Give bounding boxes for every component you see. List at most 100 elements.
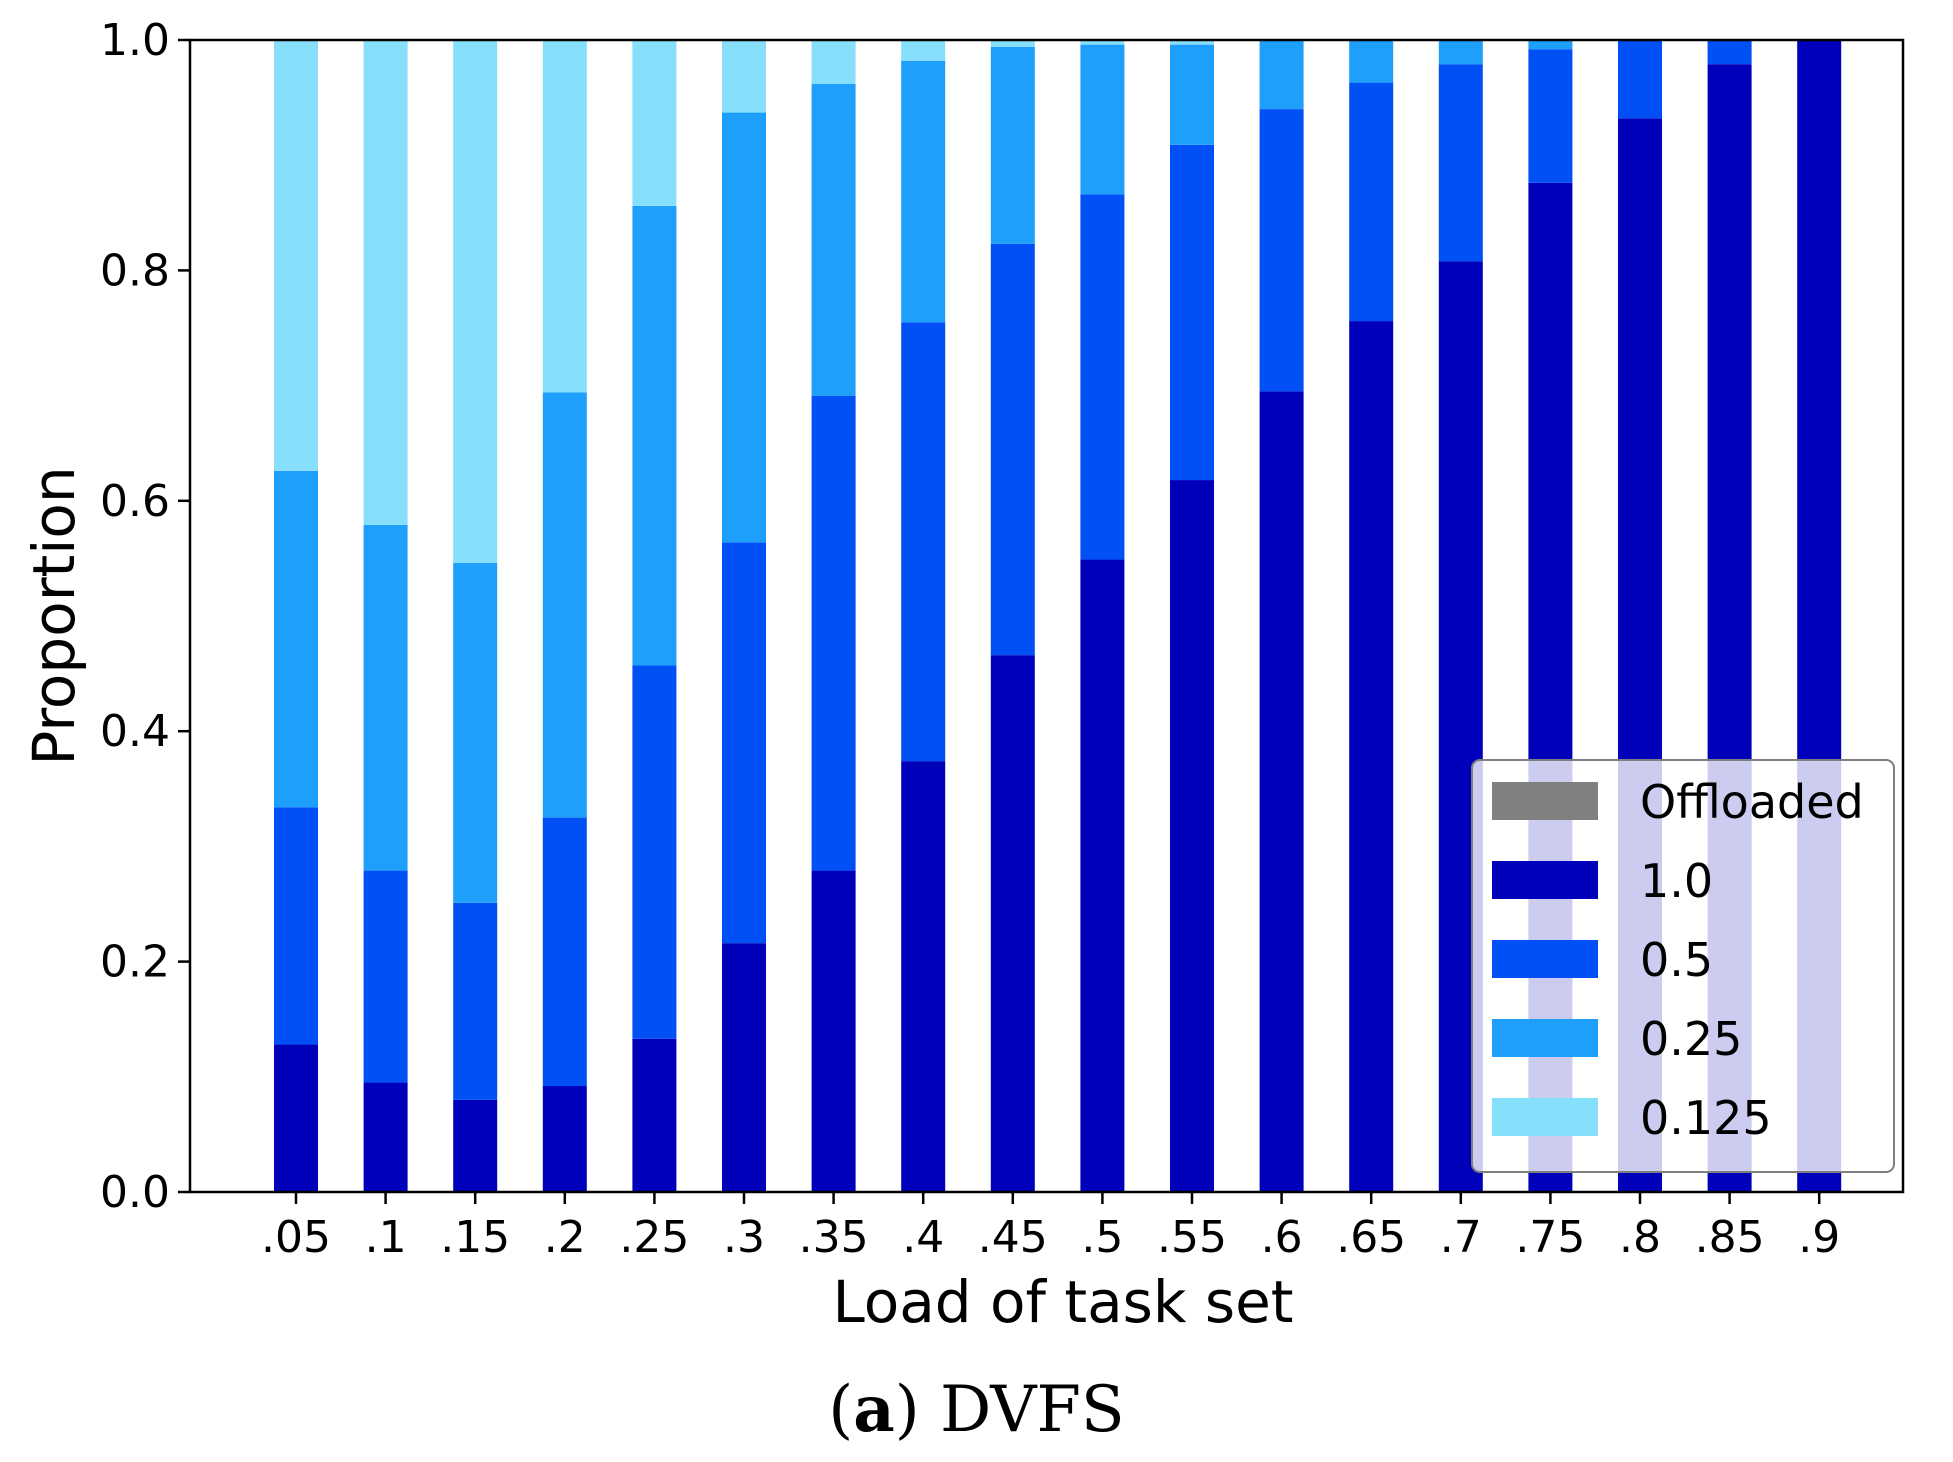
caption-text: DVFS xyxy=(919,1373,1125,1447)
bar-segment-0.25-.15 xyxy=(453,563,498,903)
bar-segment-0.5-.75 xyxy=(1528,49,1573,183)
y-tick-label: 0.2 xyxy=(100,937,170,988)
x-tick-label: .1 xyxy=(365,1212,407,1263)
bar-segment-0.25-.6 xyxy=(1259,40,1304,110)
bar-segment-0.125-.1 xyxy=(363,40,408,525)
x-tick-label: .4 xyxy=(902,1212,944,1263)
bar-segment-0.5-.2 xyxy=(542,817,587,1087)
y-axis: 0.0 0.2 0.4 0.6 0.8 1.0 xyxy=(100,15,190,1218)
y-tick-label: 0.0 xyxy=(100,1167,170,1218)
caption-letter: a xyxy=(853,1372,895,1447)
bar-segment-0.5-.55 xyxy=(1170,144,1214,481)
plot-frame xyxy=(188,38,1905,1194)
y-tick-label: 0.4 xyxy=(100,706,170,757)
x-tick-label: .65 xyxy=(1336,1212,1406,1263)
bar-segment-1.0-.2 xyxy=(542,1086,587,1192)
bar-segment-0.25-.25 xyxy=(632,205,677,666)
bar-segment-0.5-.25 xyxy=(632,665,677,1039)
bar-segment-0.5-.05 xyxy=(274,807,318,1045)
legend: Offloaded 1.0 0.5 0.25 0.125 xyxy=(1471,759,1895,1173)
legend-swatch-0.5 xyxy=(1492,940,1598,978)
legend-label-Offloaded: Offloaded xyxy=(1640,775,1864,829)
bar-segment-1.0-.4 xyxy=(901,761,946,1192)
bar-segment-0.125-.5 xyxy=(1080,40,1125,45)
bar-segment-1.0-.45 xyxy=(990,655,1035,1192)
bar-segment-0.5-.6 xyxy=(1259,109,1304,392)
x-tick-label: .85 xyxy=(1695,1212,1765,1263)
bar-segment-0.125-.15 xyxy=(453,40,498,564)
bar-segment-0.5-.5 xyxy=(1080,194,1125,560)
legend-swatch-0.125 xyxy=(1492,1098,1598,1136)
bar-segment-0.5-.4 xyxy=(901,322,946,762)
x-tick-label: .15 xyxy=(440,1212,510,1263)
bar-segment-0.5-.85 xyxy=(1707,40,1752,65)
bar-segment-1.0-.5 xyxy=(1080,559,1125,1192)
bar-segment-0.5-.8 xyxy=(1618,40,1662,119)
bar-segment-0.5-.65 xyxy=(1349,82,1394,322)
bar-segment-0.25-.35 xyxy=(811,83,856,396)
bar-segment-1.0-.3 xyxy=(722,943,766,1192)
y-tick-label: 1.0 xyxy=(100,15,170,66)
bar-segment-1.0-.6 xyxy=(1259,391,1304,1192)
bar-segment-0.125-.3 xyxy=(722,40,766,113)
legend-swatch-Offloaded xyxy=(1492,782,1598,820)
legend-swatch-1.0 xyxy=(1492,861,1598,899)
x-tick-label: .8 xyxy=(1619,1212,1661,1263)
bar-segment-0.25-.3 xyxy=(722,112,766,543)
x-tick-label: .6 xyxy=(1261,1212,1303,1263)
x-tick-label: .5 xyxy=(1081,1212,1123,1263)
bar-segment-0.25-.45 xyxy=(990,46,1035,244)
y-tick-label: 0.8 xyxy=(100,245,170,296)
bar-segment-0.125-.55 xyxy=(1170,40,1214,45)
legend-label-1.0: 1.0 xyxy=(1640,854,1713,908)
bar-segment-0.5-.1 xyxy=(363,870,408,1083)
legend-label-0.25: 0.25 xyxy=(1640,1012,1742,1066)
bar-segment-1.0-.35 xyxy=(811,870,856,1192)
x-tick-label: .45 xyxy=(978,1212,1048,1263)
y-tick-label: 0.6 xyxy=(100,476,170,527)
bar-segment-0.25-.75 xyxy=(1528,40,1573,50)
bar-segment-0.5-.35 xyxy=(811,395,856,871)
x-tick-label: .55 xyxy=(1157,1212,1227,1263)
bar-segment-0.125-.4 xyxy=(901,40,946,61)
x-tick-label: .2 xyxy=(544,1212,586,1263)
bar-segment-0.125-.25 xyxy=(632,40,677,206)
bar-segment-0.5-.3 xyxy=(722,542,766,944)
x-tick-label: .35 xyxy=(799,1212,869,1263)
bar-segment-0.25-.7 xyxy=(1438,40,1483,65)
bar-segment-1.0-.05 xyxy=(274,1044,318,1192)
x-tick-label: .05 xyxy=(261,1212,331,1263)
legend-label-0.125: 0.125 xyxy=(1640,1091,1772,1145)
bar-segment-1.0-.25 xyxy=(632,1038,677,1192)
bar-segment-0.125-.2 xyxy=(542,40,587,393)
legend-swatch-0.25 xyxy=(1492,1019,1598,1057)
bar-segment-0.25-.65 xyxy=(1349,40,1394,83)
bar-segment-1.0-.1 xyxy=(363,1082,408,1192)
bar-segment-0.25-.2 xyxy=(542,392,587,818)
y-axis-label: Proportion xyxy=(20,466,88,765)
x-tick-label: .7 xyxy=(1440,1212,1482,1263)
x-axis: .05 .1 .15 .2 .25 .3 .35 .4 .45 .5 .55 .6 .65 .7 .75 .8… xyxy=(261,1192,1840,1263)
bar-segment-0.5-.45 xyxy=(990,243,1035,656)
bar-segment-0.125-.45 xyxy=(990,40,1035,47)
bar-segment-0.5-.7 xyxy=(1438,64,1483,262)
figure-caption: (a) DVFS xyxy=(828,1372,1125,1447)
bar-segment-0.5-.15 xyxy=(453,902,498,1100)
x-tick-label: .75 xyxy=(1515,1212,1585,1263)
bar-segment-1.0-.65 xyxy=(1349,321,1394,1192)
legend-label-0.5: 0.5 xyxy=(1640,933,1713,987)
bar-segment-0.25-.05 xyxy=(274,470,318,808)
bar-segment-0.25-.55 xyxy=(1170,44,1214,145)
bar-segment-0.25-.4 xyxy=(901,60,946,323)
bar-segment-0.125-.05 xyxy=(274,40,318,471)
bar-segment-0.25-.5 xyxy=(1080,44,1125,195)
bar-segment-1.0-.15 xyxy=(453,1099,498,1192)
bar-segment-0.125-.35 xyxy=(811,40,856,84)
bar-segment-0.25-.1 xyxy=(363,524,408,871)
x-tick-label: .25 xyxy=(619,1212,689,1263)
x-tick-label: .9 xyxy=(1798,1212,1840,1263)
x-axis-label: Load of task set xyxy=(832,1268,1293,1336)
bar-segment-1.0-.55 xyxy=(1170,480,1214,1193)
x-tick-label: .3 xyxy=(723,1212,765,1263)
